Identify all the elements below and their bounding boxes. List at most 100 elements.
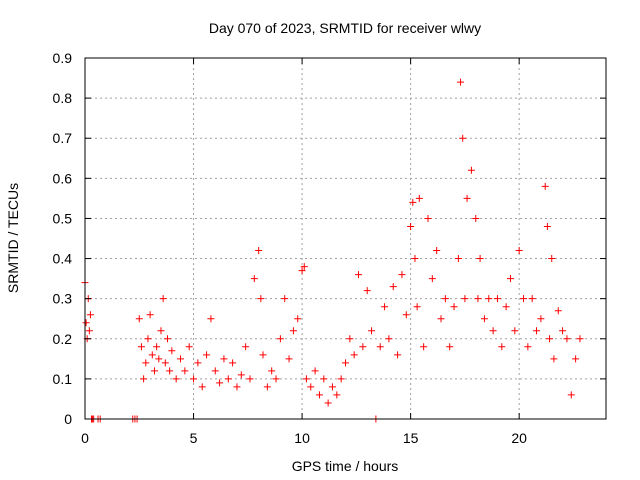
data-point xyxy=(135,315,143,323)
data-point xyxy=(216,379,224,387)
data-point xyxy=(166,367,174,375)
data-point xyxy=(457,78,465,86)
data-point xyxy=(185,343,193,351)
y-tick-label: 0.1 xyxy=(53,371,73,387)
data-point xyxy=(229,359,237,367)
data-point xyxy=(489,327,497,335)
data-point xyxy=(142,359,150,367)
data-point xyxy=(524,343,532,351)
data-point xyxy=(237,371,245,379)
y-axis-label: SRMTID / TECUs xyxy=(5,183,21,293)
data-point xyxy=(376,343,384,351)
data-point xyxy=(190,375,198,383)
data-point xyxy=(476,255,484,263)
axis-ticks xyxy=(84,57,606,420)
data-point xyxy=(255,247,263,255)
data-point xyxy=(520,295,528,303)
data-point xyxy=(155,355,163,363)
data-point xyxy=(363,287,371,295)
y-tick-label: 0.5 xyxy=(53,210,73,226)
data-point xyxy=(402,311,410,319)
data-point xyxy=(368,327,376,335)
data-point xyxy=(493,295,501,303)
data-point xyxy=(450,303,458,311)
data-point xyxy=(459,134,467,142)
data-point xyxy=(463,194,471,202)
data-point xyxy=(298,267,306,275)
data-point xyxy=(82,319,90,327)
data-point xyxy=(502,303,510,311)
data-point xyxy=(250,275,258,283)
data-point xyxy=(148,351,156,359)
data-point xyxy=(359,343,367,351)
data-point xyxy=(563,335,571,343)
data-point xyxy=(307,383,315,391)
data-point xyxy=(550,355,558,363)
data-point xyxy=(259,351,267,359)
data-point xyxy=(181,367,189,375)
data-point xyxy=(144,335,152,343)
data-point xyxy=(413,303,421,311)
data-points xyxy=(81,78,584,423)
data-point xyxy=(541,182,549,190)
data-point xyxy=(203,351,211,359)
data-point xyxy=(576,335,584,343)
y-tick-label: 0.7 xyxy=(53,130,73,146)
data-point xyxy=(389,283,397,291)
data-point xyxy=(224,375,232,383)
data-point xyxy=(294,315,302,323)
data-point xyxy=(302,375,310,383)
y-tick-label: 0.9 xyxy=(53,50,73,66)
data-point xyxy=(233,383,241,391)
data-point xyxy=(528,295,536,303)
x-tick-label: 15 xyxy=(403,430,419,446)
data-point xyxy=(337,375,345,383)
data-point xyxy=(433,247,441,255)
data-point xyxy=(146,311,154,319)
data-point xyxy=(454,255,462,263)
data-point xyxy=(511,327,519,335)
y-tick-label: 0.8 xyxy=(53,90,73,106)
data-point xyxy=(177,355,185,363)
data-point xyxy=(315,391,323,399)
data-point xyxy=(467,166,475,174)
data-point xyxy=(441,295,449,303)
y-tick-labels: 0 0.1 0.2 0.3 0.4 0.5 0.6 0.7 0.8 0.9 xyxy=(53,50,73,427)
data-point xyxy=(161,359,169,367)
data-point xyxy=(320,375,328,383)
data-point xyxy=(559,327,567,335)
data-point xyxy=(409,198,417,206)
data-point xyxy=(424,214,432,222)
x-tick-label: 5 xyxy=(190,430,198,446)
data-point xyxy=(474,295,482,303)
data-point xyxy=(506,275,514,283)
data-point xyxy=(572,355,580,363)
data-point xyxy=(394,351,402,359)
data-point xyxy=(159,295,167,303)
y-tick-label: 0.6 xyxy=(53,170,73,186)
y-tick-label: 0.4 xyxy=(53,251,73,267)
data-point xyxy=(157,327,165,335)
data-point xyxy=(257,295,265,303)
data-point xyxy=(276,335,284,343)
x-tick-labels: 0 5 10 15 20 xyxy=(81,430,527,446)
data-point xyxy=(140,375,148,383)
data-point xyxy=(263,383,271,391)
data-point xyxy=(342,359,349,367)
data-point xyxy=(194,359,202,367)
data-point xyxy=(150,367,158,375)
data-point xyxy=(546,335,554,343)
data-point xyxy=(153,343,161,351)
data-point xyxy=(137,343,145,351)
data-point xyxy=(207,315,215,323)
data-point xyxy=(246,375,254,383)
data-point xyxy=(350,351,358,359)
data-point xyxy=(272,375,280,383)
y-tick-label: 0.2 xyxy=(53,331,73,347)
data-point xyxy=(268,367,276,375)
data-point xyxy=(446,343,454,351)
data-point xyxy=(198,383,206,391)
data-point xyxy=(324,399,332,407)
data-point xyxy=(242,343,250,351)
